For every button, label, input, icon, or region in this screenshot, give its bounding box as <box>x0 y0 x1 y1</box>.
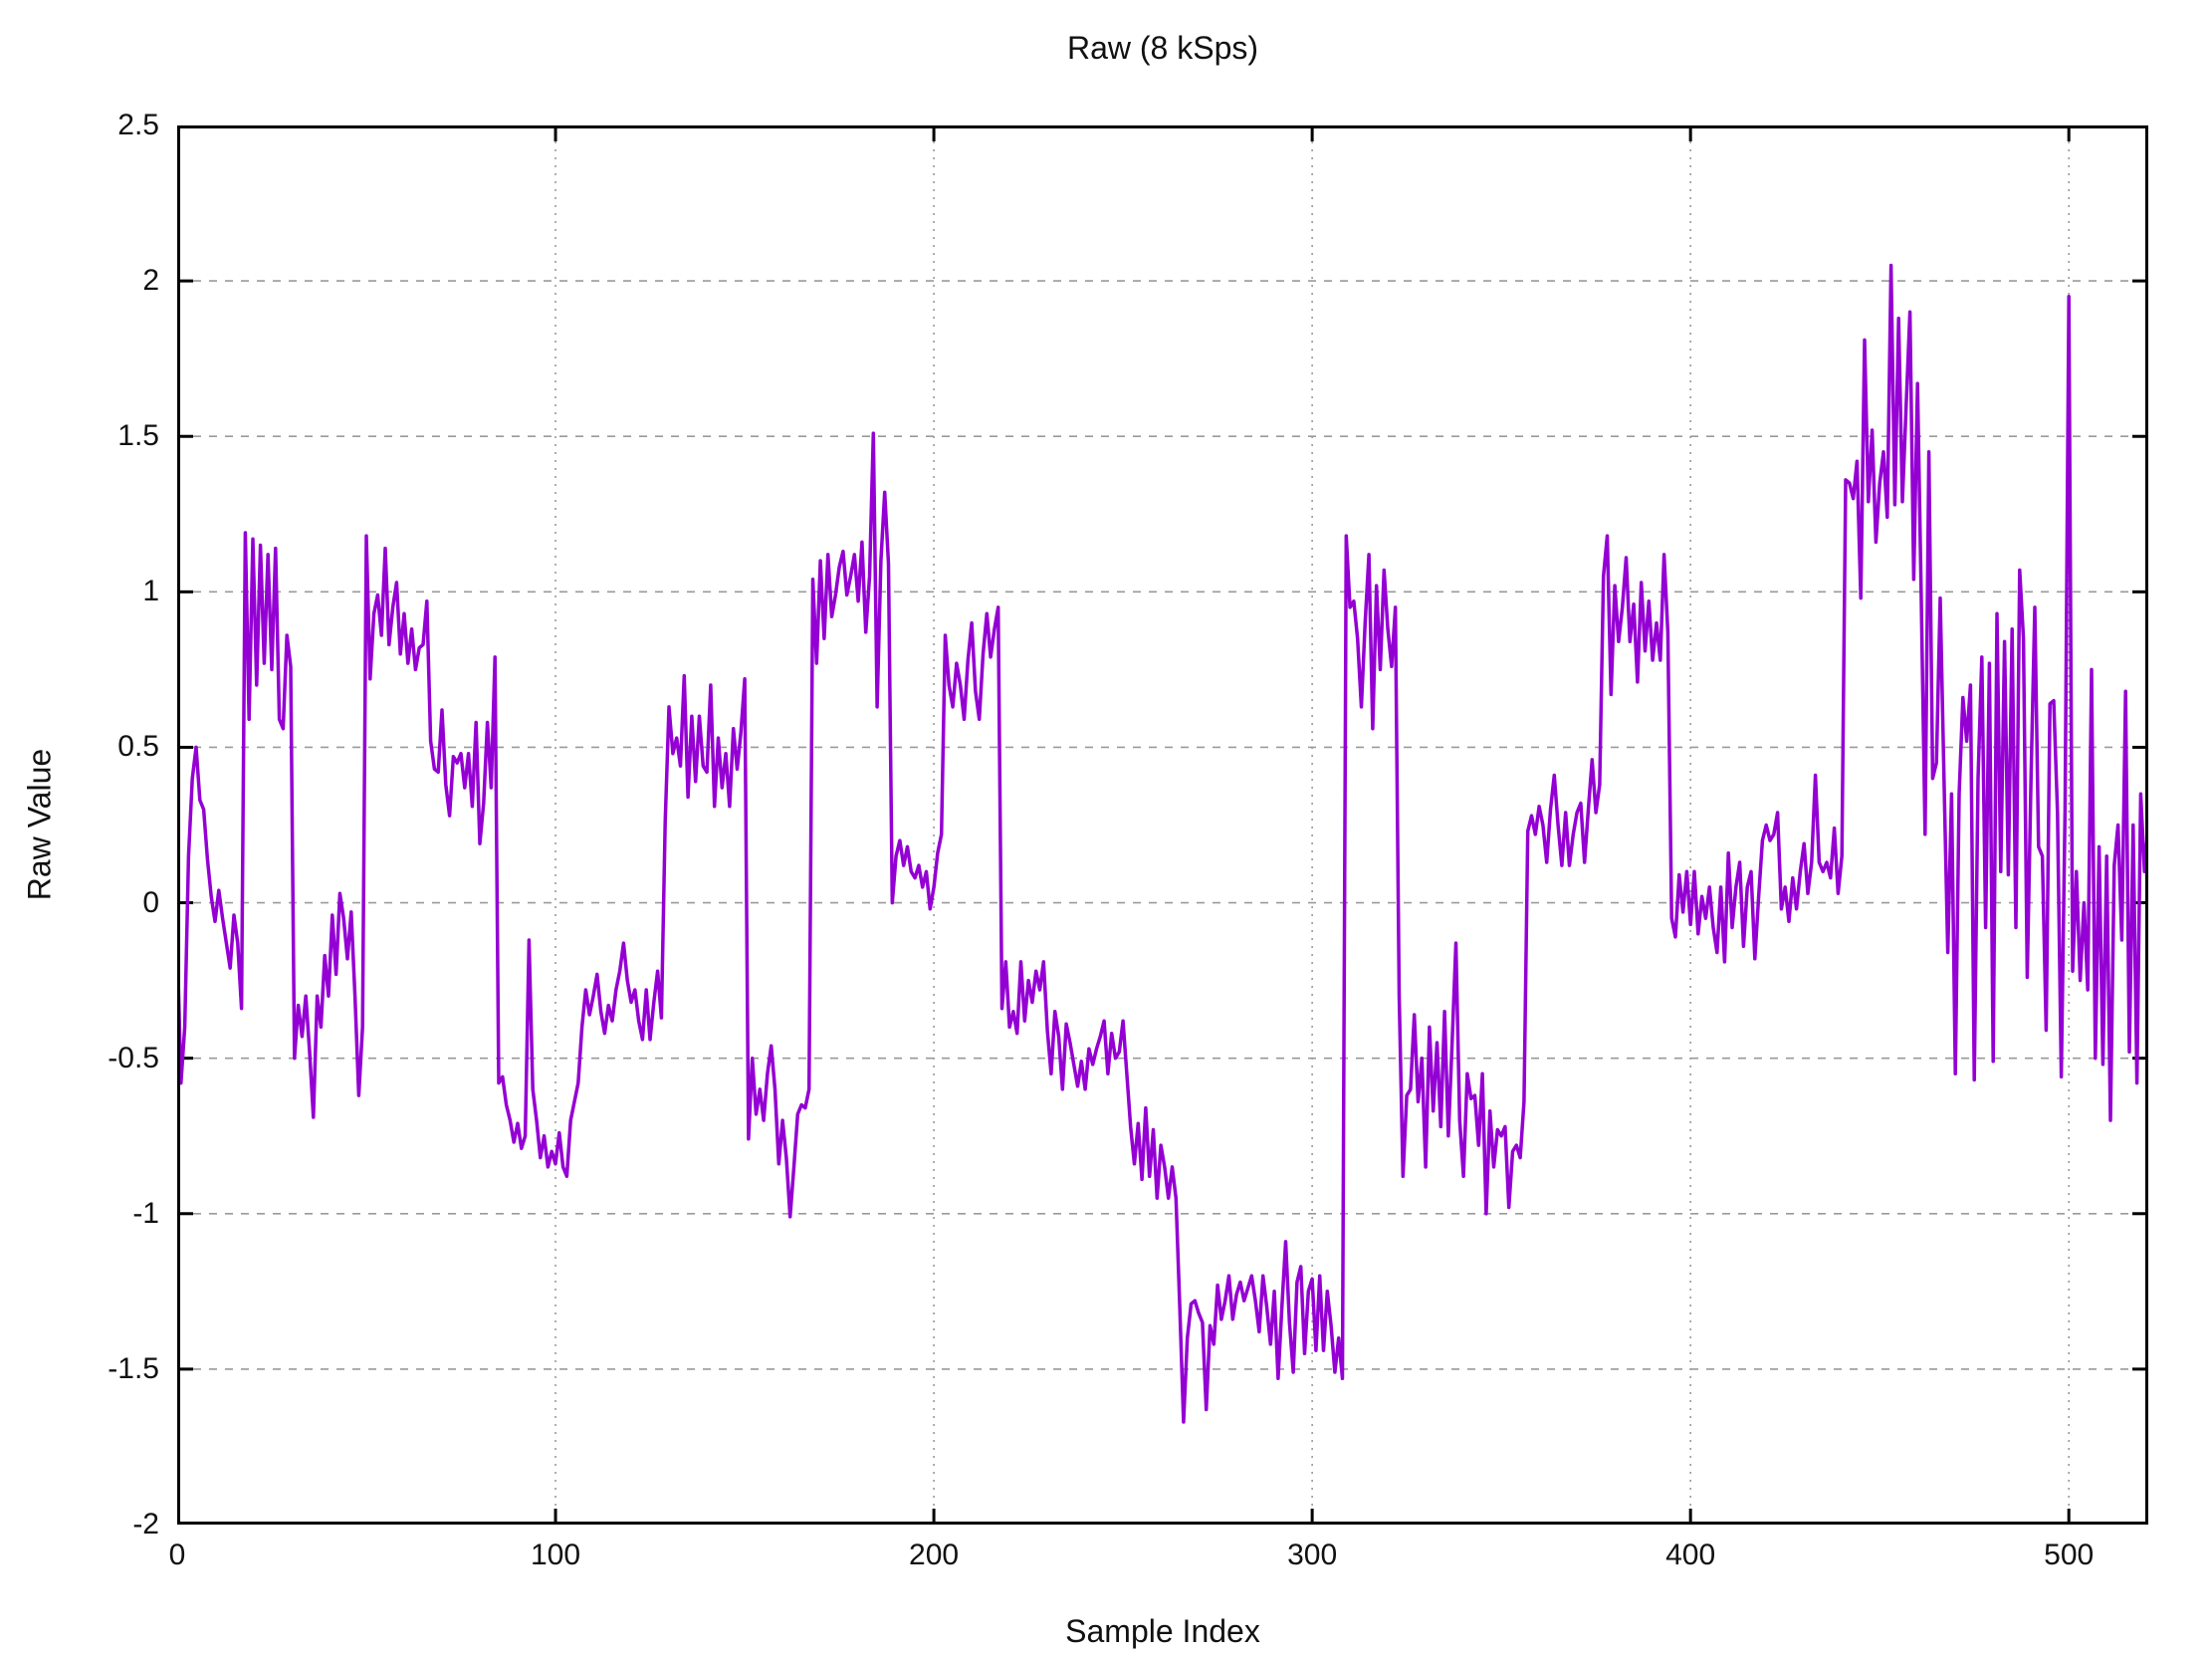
y-tick-label: 1.5 <box>117 419 159 453</box>
y-tick-label: -1 <box>132 1196 159 1230</box>
y-tick-label: -2 <box>132 1508 159 1540</box>
x-tick-label: 300 <box>1287 1539 1338 1571</box>
y-tick-label: 1 <box>142 575 159 608</box>
plot-border <box>177 125 2148 1525</box>
y-tick-label: -0.5 <box>108 1041 159 1074</box>
y-tick-label: -1.5 <box>108 1351 159 1385</box>
x-axis-label: Sample Index <box>1065 1613 1260 1649</box>
y-tick-label: 0.5 <box>117 730 159 764</box>
x-tick-label: 400 <box>1665 1539 1716 1571</box>
y-tick-label: 0 <box>142 885 159 919</box>
plot-svg <box>177 125 2148 1525</box>
chart-title: Raw (8 kSps) <box>1066 30 1259 66</box>
x-tick-label: 100 <box>531 1539 581 1571</box>
signal-line <box>177 263 2148 1424</box>
x-tick-label: 500 <box>2044 1539 2095 1571</box>
x-tick-label: 200 <box>909 1539 960 1571</box>
plot-area <box>177 125 2148 1525</box>
y-tick-label: 2.5 <box>117 109 159 141</box>
y-tick-label: 2 <box>142 264 159 298</box>
y-axis-label: Raw Value <box>21 748 58 901</box>
x-tick-label: 0 <box>168 1539 186 1571</box>
